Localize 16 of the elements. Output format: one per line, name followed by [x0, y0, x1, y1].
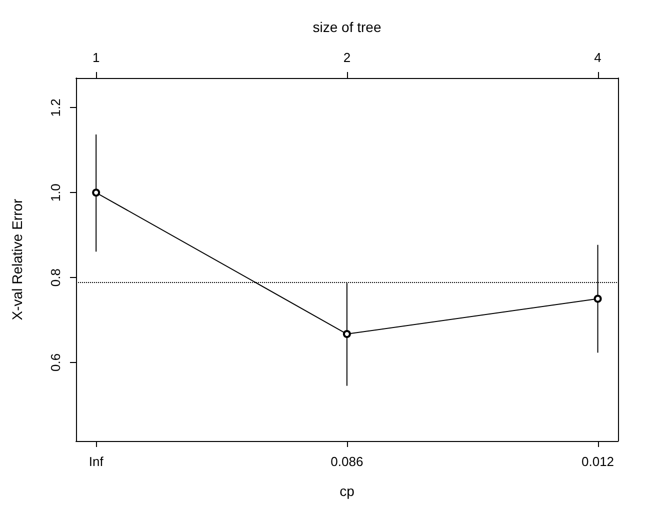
point [594, 294, 602, 303]
x2-tick-label: 4 [594, 50, 602, 65]
x-tick-label: Inf [88, 454, 104, 469]
y-tick-label: 0.8 [48, 268, 63, 287]
y-tick-label: 0.6 [48, 353, 63, 372]
y-tick-label: 1.2 [48, 98, 63, 117]
x2-axis-title: size of tree [312, 19, 382, 35]
x-tick-label: 0.086 [330, 454, 364, 469]
y-axis-title: X-val Relative Error [9, 198, 25, 320]
point [92, 188, 100, 197]
y-tick-label: 1.0 [48, 184, 63, 202]
point [342, 330, 351, 338]
x2-tick-label: 2 [343, 50, 351, 65]
x-tick-label: 0.012 [581, 454, 614, 469]
x2-tick-label: 1 [92, 50, 100, 65]
x-axis-title: cp [340, 483, 355, 499]
